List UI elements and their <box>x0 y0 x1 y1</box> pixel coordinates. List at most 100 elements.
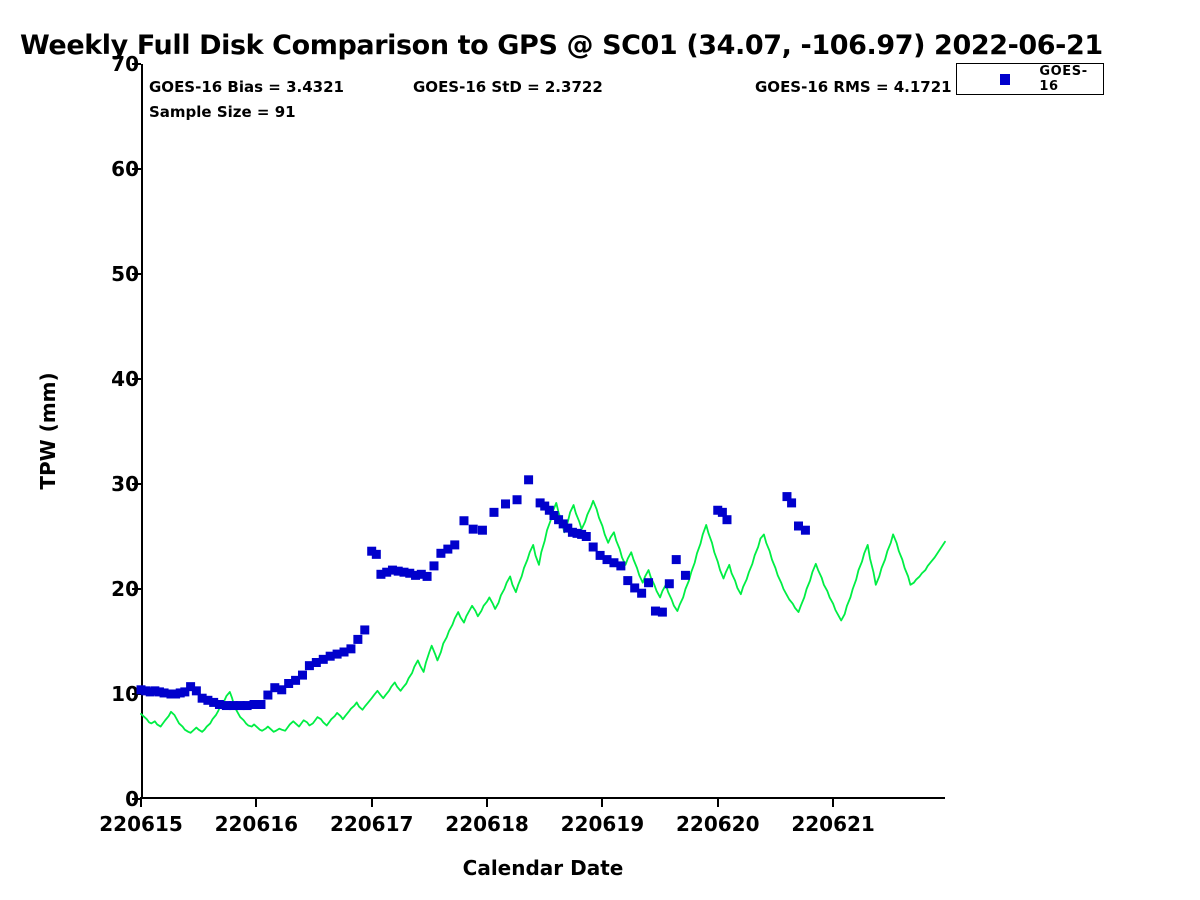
data-point-marker <box>650 606 660 616</box>
data-point-marker <box>549 511 559 520</box>
data-point-marker <box>800 525 810 535</box>
data-point-marker <box>567 527 577 537</box>
data-point-marker <box>609 558 619 568</box>
data-point-marker <box>581 532 591 541</box>
data-point-marker <box>671 555 681 565</box>
data-point-marker <box>360 625 370 635</box>
data-point-marker <box>577 529 587 539</box>
data-point-marker <box>191 686 201 696</box>
data-point-marker <box>171 689 181 699</box>
x-tick-label: 220619 <box>560 812 645 836</box>
data-point-marker <box>175 688 185 698</box>
data-point-marker <box>221 701 231 711</box>
y-tick-label: 20 <box>111 577 139 601</box>
x-axis-line <box>141 797 945 799</box>
data-point-marker <box>540 501 550 511</box>
data-point-marker <box>429 561 439 571</box>
x-tick-mark <box>486 797 489 807</box>
x-tick-mark <box>370 797 373 807</box>
data-point-marker <box>382 567 392 577</box>
data-point-marker <box>657 607 667 617</box>
legend: GOES-16 <box>956 63 1104 95</box>
data-point-marker <box>459 516 469 526</box>
data-point-marker <box>353 634 363 644</box>
data-point-marker <box>249 700 259 709</box>
data-point-marker <box>680 570 690 580</box>
data-point-marker <box>393 566 403 576</box>
data-point-marker <box>150 686 160 696</box>
y-tick-mark <box>132 588 141 590</box>
data-point-marker <box>159 688 169 698</box>
x-axis-title: Calendar Date <box>462 856 624 880</box>
data-point-marker <box>186 682 196 692</box>
data-point-marker <box>242 701 252 711</box>
data-point-marker <box>291 675 301 685</box>
x-tick-label: 220616 <box>214 812 299 836</box>
y-tick-mark <box>132 63 141 65</box>
data-point-marker <box>558 519 568 529</box>
x-tick-label: 220621 <box>791 812 875 836</box>
data-point-marker <box>630 583 640 593</box>
y-tick-mark <box>132 168 141 170</box>
data-point-marker <box>512 495 522 505</box>
plot-area: 0 10 20 30 40 50 60 70 220615 220616 220617 220618… <box>36 52 1104 880</box>
data-point-marker <box>468 524 478 534</box>
data-point-marker <box>450 540 460 550</box>
data-point-marker <box>563 523 573 533</box>
data-point-marker <box>367 546 377 556</box>
data-point-marker <box>489 507 499 517</box>
data-point-marker <box>332 649 342 659</box>
data-point-marker <box>387 565 397 575</box>
x-tick-label: 220617 <box>329 812 414 836</box>
data-point-marker <box>411 570 421 580</box>
data-point-marker <box>443 544 453 554</box>
data-layer <box>136 475 946 734</box>
x-tick-mark <box>255 797 258 807</box>
data-point-marker <box>524 475 534 485</box>
x-tick-mark <box>140 797 142 807</box>
data-point-marker <box>318 654 328 664</box>
data-point-marker <box>256 700 266 709</box>
stat-std: GOES-16 StD = 2.3722 <box>413 78 603 96</box>
x-tick-label: 220615 <box>99 812 183 836</box>
legend-swatch-goes16-icon <box>1000 73 1011 85</box>
data-point-marker <box>535 498 545 508</box>
stat-bias: GOES-16 Bias = 3.4321 <box>149 78 344 96</box>
data-point-marker <box>311 658 321 667</box>
data-point-marker <box>214 700 224 709</box>
data-point-marker <box>477 525 487 535</box>
y-tick-label: 0 <box>125 787 139 811</box>
y-tick-label: 30 <box>111 472 139 496</box>
data-point-marker <box>203 695 213 705</box>
data-point-marker <box>416 569 426 579</box>
data-point-marker <box>422 571 432 581</box>
data-point-marker <box>722 515 732 525</box>
data-point-marker <box>787 498 797 508</box>
data-point-marker <box>339 647 349 657</box>
data-point-marker <box>616 561 626 571</box>
data-point-marker <box>346 644 356 654</box>
goes16-series-markers <box>136 475 810 711</box>
y-tick-mark <box>132 273 141 275</box>
data-point-marker <box>166 689 176 699</box>
data-point-marker <box>572 528 582 538</box>
data-point-marker <box>595 550 605 560</box>
page-title: Weekly Full Disk Comparison to GPS @ SC0… <box>20 30 1103 61</box>
data-point-marker <box>794 521 803 531</box>
data-point-marker <box>554 515 564 525</box>
data-point-marker <box>325 651 335 661</box>
y-tick-mark <box>132 798 141 800</box>
stat-sample-size: Sample Size = 91 <box>149 103 296 121</box>
data-point-marker <box>304 661 314 671</box>
data-point-marker <box>235 701 245 711</box>
data-point-marker <box>277 685 287 695</box>
data-point-marker <box>664 579 674 589</box>
y-axis-title: TPW (mm) <box>36 372 60 490</box>
data-point-marker <box>713 505 723 515</box>
y-tick-label: 10 <box>111 682 139 706</box>
data-point-marker <box>405 568 415 578</box>
data-point-marker <box>371 549 381 559</box>
x-tick-label: 220618 <box>445 812 529 836</box>
data-point-marker <box>197 693 207 703</box>
